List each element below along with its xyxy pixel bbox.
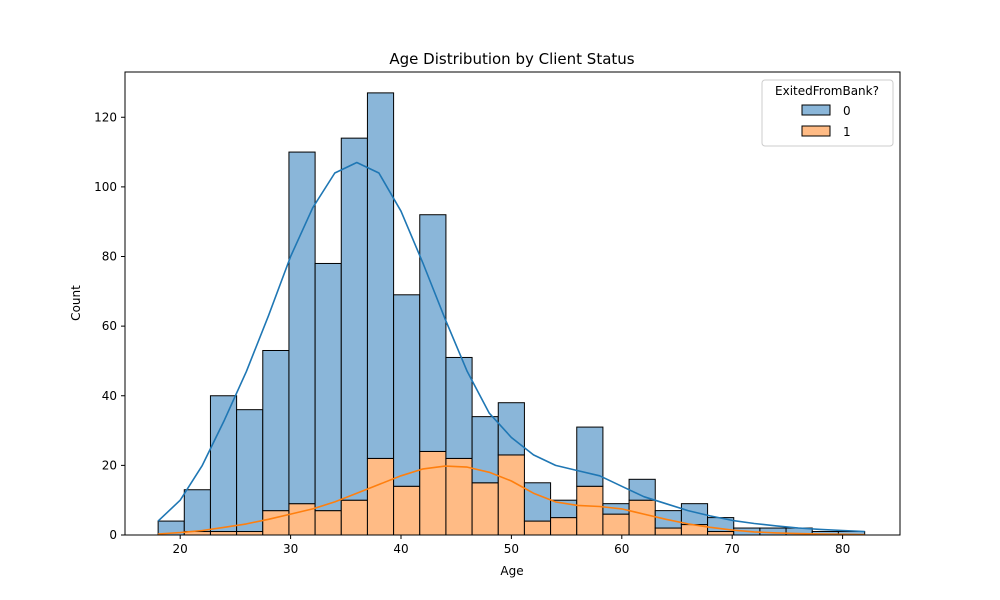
bar-exited-0-bin-9 [393, 294, 421, 487]
bar-exited-1-bin-10 [419, 450, 447, 536]
bar-exited-0-bin-12 [471, 416, 499, 484]
bar-exited-0-bin-6 [314, 262, 342, 512]
bar-exited-1-bin-6 [314, 510, 342, 536]
bar-exited-0-bin-7 [340, 137, 368, 501]
bar-exited-1-bin-12 [471, 482, 499, 536]
bar-exited-0-bin-23 [759, 527, 787, 536]
y-tick-label: 20 [102, 458, 117, 472]
bar-exited-1-bin-19 [654, 527, 682, 536]
y-tick-label: 100 [94, 180, 117, 194]
bar-exited-1-bin-7 [340, 499, 368, 536]
bar-exited-1-bin-3 [236, 531, 264, 536]
bar-exited-0-bin-4 [262, 349, 290, 512]
bar-exited-1-bin-2 [209, 531, 238, 536]
bar-exited-0-bin-2 [209, 395, 238, 533]
x-tick-label: 80 [835, 542, 850, 556]
y-tick-label: 40 [102, 389, 117, 403]
legend-swatch-1 [801, 125, 831, 137]
bar-exited-1-bin-17 [602, 513, 630, 536]
bar-exited-0-bin-1 [183, 489, 211, 533]
legend-label-0: 0 [843, 104, 851, 118]
bar-exited-1-bin-8 [366, 457, 395, 536]
bar-exited-1-bin-13 [497, 454, 525, 536]
x-tick-label: 20 [173, 542, 188, 556]
legend-label-1: 1 [843, 125, 851, 139]
bar-exited-1-bin-11 [445, 457, 473, 536]
y-tick-label: 60 [102, 319, 117, 333]
x-axis-ticks: 20 30 40 50 60 70 80 [173, 535, 850, 556]
legend-title: ExitedFromBank? [775, 84, 879, 98]
bar-exited-0-bin-8 [366, 92, 395, 459]
y-tick-label: 80 [102, 250, 117, 264]
bar-exited-0-bin-3 [236, 409, 264, 533]
y-axis-ticks: 0 20 40 60 80 100 120 [94, 110, 125, 542]
kde-curves [157, 161, 865, 536]
bar-exited-1-bin-9 [393, 485, 421, 536]
y-axis-label: Count [69, 285, 83, 321]
legend-swatch-0 [801, 104, 831, 116]
bar-exited-0-bin-11 [445, 356, 473, 459]
kde-line-1 [158, 465, 865, 536]
bar-exited-1-bin-5 [288, 503, 316, 536]
bar-exited-0-bin-10 [419, 214, 447, 452]
x-tick-label: 70 [725, 542, 740, 556]
bar-exited-0-bin-14 [523, 482, 552, 522]
x-axis-label: Age [500, 564, 523, 578]
bar-exited-1-bin-15 [550, 517, 578, 536]
histogram-bars [157, 92, 866, 536]
plot-frame [124, 71, 901, 536]
bar-exited-1-bin-18 [628, 499, 656, 536]
bar-exited-0-bin-16 [576, 426, 604, 487]
bar-exited-1-bin-16 [576, 485, 604, 536]
kde-line-0 [157, 161, 865, 533]
bar-exited-1-bin-4 [262, 510, 290, 536]
x-tick-label: 50 [504, 542, 519, 556]
y-tick-label: 0 [109, 528, 117, 542]
legend: ExitedFromBank? 0 1 [761, 79, 894, 147]
bar-exited-0-bin-13 [497, 402, 525, 456]
x-tick-label: 30 [283, 542, 298, 556]
bar-exited-1-bin-14 [523, 520, 552, 536]
bar-exited-0-bin-5 [288, 151, 316, 505]
chart-title: Age Distribution by Client Status [389, 50, 634, 68]
bar-exited-1-bin-21 [707, 531, 735, 536]
bar-exited-0-bin-18 [628, 478, 656, 501]
y-tick-label: 120 [94, 110, 117, 124]
x-tick-label: 40 [393, 542, 408, 556]
x-tick-label: 60 [614, 542, 629, 556]
